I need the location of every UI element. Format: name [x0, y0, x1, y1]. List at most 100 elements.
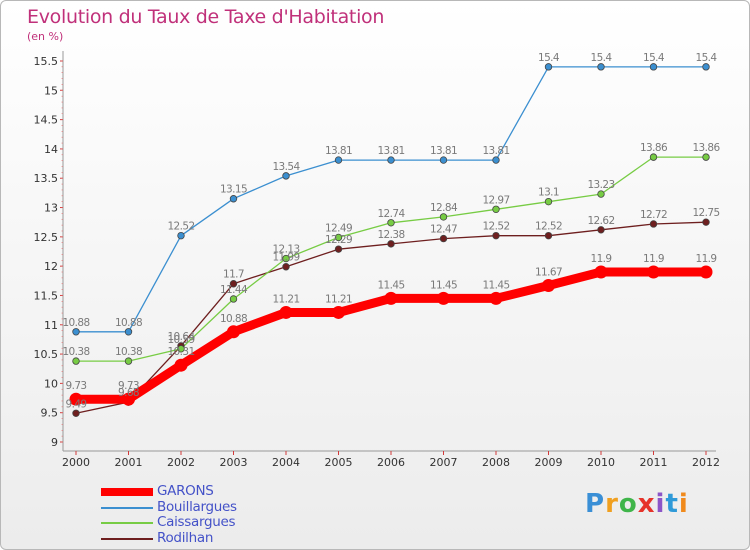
logo-letter: x [637, 489, 656, 519]
data-point [542, 278, 555, 292]
data-label: 12.13 [272, 244, 299, 256]
data-label: 11.45 [430, 279, 457, 291]
x-tick-label: 2002 [167, 456, 195, 469]
data-point [492, 156, 500, 164]
y-tick-labels: 9 9.5 10 10.5 11 11.5 12 12.5 13 13.5 14 14.5 15 15.5 [34, 55, 59, 449]
data-point [387, 240, 395, 248]
x-tick-label: 2001 [115, 456, 143, 469]
legend: GARONS Bouillargues Caissargues Rodilhan [101, 483, 361, 547]
y-tick-label: 12 [44, 260, 58, 273]
data-point [334, 233, 343, 242]
legend-swatch-bouillargues [101, 506, 153, 509]
y-tick-label: 11 [44, 319, 58, 332]
data-label: 10.88 [62, 317, 89, 329]
logo-letter: P [585, 489, 606, 519]
legend-label-bouillargues: Bouillargues [157, 498, 237, 515]
x-tick-label: 2007 [430, 456, 458, 469]
logo-letter: t [665, 489, 679, 519]
y-tick-label: 9 [51, 436, 58, 449]
data-label: 9.68 [118, 387, 139, 399]
data-point [702, 218, 710, 226]
y-tick-label: 10.5 [34, 348, 59, 361]
data-point [489, 291, 503, 305]
logo-letter: i [655, 489, 666, 519]
data-label: 13.81 [377, 145, 404, 157]
data-label: 10.38 [115, 346, 142, 358]
data-label: 11.45 [377, 279, 404, 291]
data-point [387, 156, 395, 164]
y-tick-label: 13.5 [34, 172, 59, 185]
data-label: 11.9 [696, 253, 717, 265]
data-point [597, 190, 605, 198]
logo-letter: o [618, 489, 638, 519]
data-point [647, 265, 660, 279]
x-tick-label: 2005 [325, 456, 353, 469]
series-line-rodilhan [75, 221, 707, 414]
x-tick-label: 2006 [377, 456, 405, 469]
data-point [332, 305, 345, 319]
data-point [492, 205, 500, 213]
data-label: 12.29 [325, 234, 352, 246]
data-labels: 9.49 9.68 10.64 11.7 11.99 12.29 12.38 12.47 12.… [62, 52, 721, 410]
y-tick-label: 10 [44, 377, 58, 390]
x-tick-label: 2004 [272, 456, 300, 469]
data-point [177, 231, 185, 240]
data-point [69, 392, 83, 406]
x-tick-label: 2009 [535, 456, 563, 469]
data-label: 13.1 [538, 187, 559, 199]
data-label: 9.73 [118, 380, 139, 392]
data-point [649, 153, 658, 161]
data-label: 15.4 [696, 52, 718, 64]
data-label: 12.47 [430, 224, 457, 236]
data-point [229, 295, 238, 303]
x-tick-label: 2010 [587, 456, 615, 469]
y-tick-label: 13 [44, 202, 58, 215]
data-label: 15.4 [591, 52, 613, 64]
data-point [279, 305, 293, 319]
x-tick-label: 2011 [640, 456, 668, 469]
data-point [282, 254, 290, 263]
data-label: 12.49 [325, 222, 352, 234]
data-label: 13.81 [325, 145, 352, 157]
legend-swatch-rodilhan [101, 537, 153, 540]
data-point [384, 291, 398, 305]
data-point [72, 409, 80, 417]
data-point [72, 328, 80, 336]
data-point [122, 392, 135, 406]
data-label: 12.97 [482, 194, 509, 206]
series-points [69, 63, 713, 417]
data-label: 9.73 [66, 380, 87, 392]
legend-item-caissargues: Caissargues [101, 514, 361, 531]
data-label: 11.21 [325, 293, 352, 305]
legend-item-rodilhan: Rodilhan [101, 530, 361, 547]
data-point [334, 156, 343, 164]
data-label: 10.38 [62, 346, 89, 358]
y-tick-label: 15 [44, 84, 58, 97]
y-tick-label: 14 [44, 143, 58, 156]
data-point [282, 263, 290, 271]
data-point [177, 345, 185, 353]
data-label: 11.7 [223, 269, 244, 281]
data-label: 12.84 [430, 202, 458, 214]
y-tick-label: 14.5 [34, 114, 59, 127]
chart-subtitle: (en %) [27, 30, 64, 43]
line-chart: 9 9.5 10 10.5 11 11.5 12 12.5 13 13.5 14 14.5 15 15.5… [34, 51, 721, 469]
data-point [649, 220, 658, 228]
data-point [649, 63, 658, 71]
data-label: 11.99 [272, 252, 299, 264]
logo-letter: i [678, 489, 689, 519]
data-label: 12.52 [482, 221, 509, 233]
data-point [387, 219, 395, 227]
data-point [124, 357, 133, 365]
data-point [282, 172, 290, 180]
data-label: 12.52 [535, 221, 562, 233]
data-point [544, 197, 553, 206]
x-tick-labels: 2000 2001 2002 2003 2004 2005 2006 2007 2008 2009… [62, 456, 720, 469]
data-label: 11.9 [643, 253, 664, 265]
data-label: 12.52 [167, 221, 194, 233]
data-point [174, 358, 188, 372]
data-point [229, 280, 238, 288]
data-point [702, 153, 710, 161]
data-point [124, 328, 133, 336]
